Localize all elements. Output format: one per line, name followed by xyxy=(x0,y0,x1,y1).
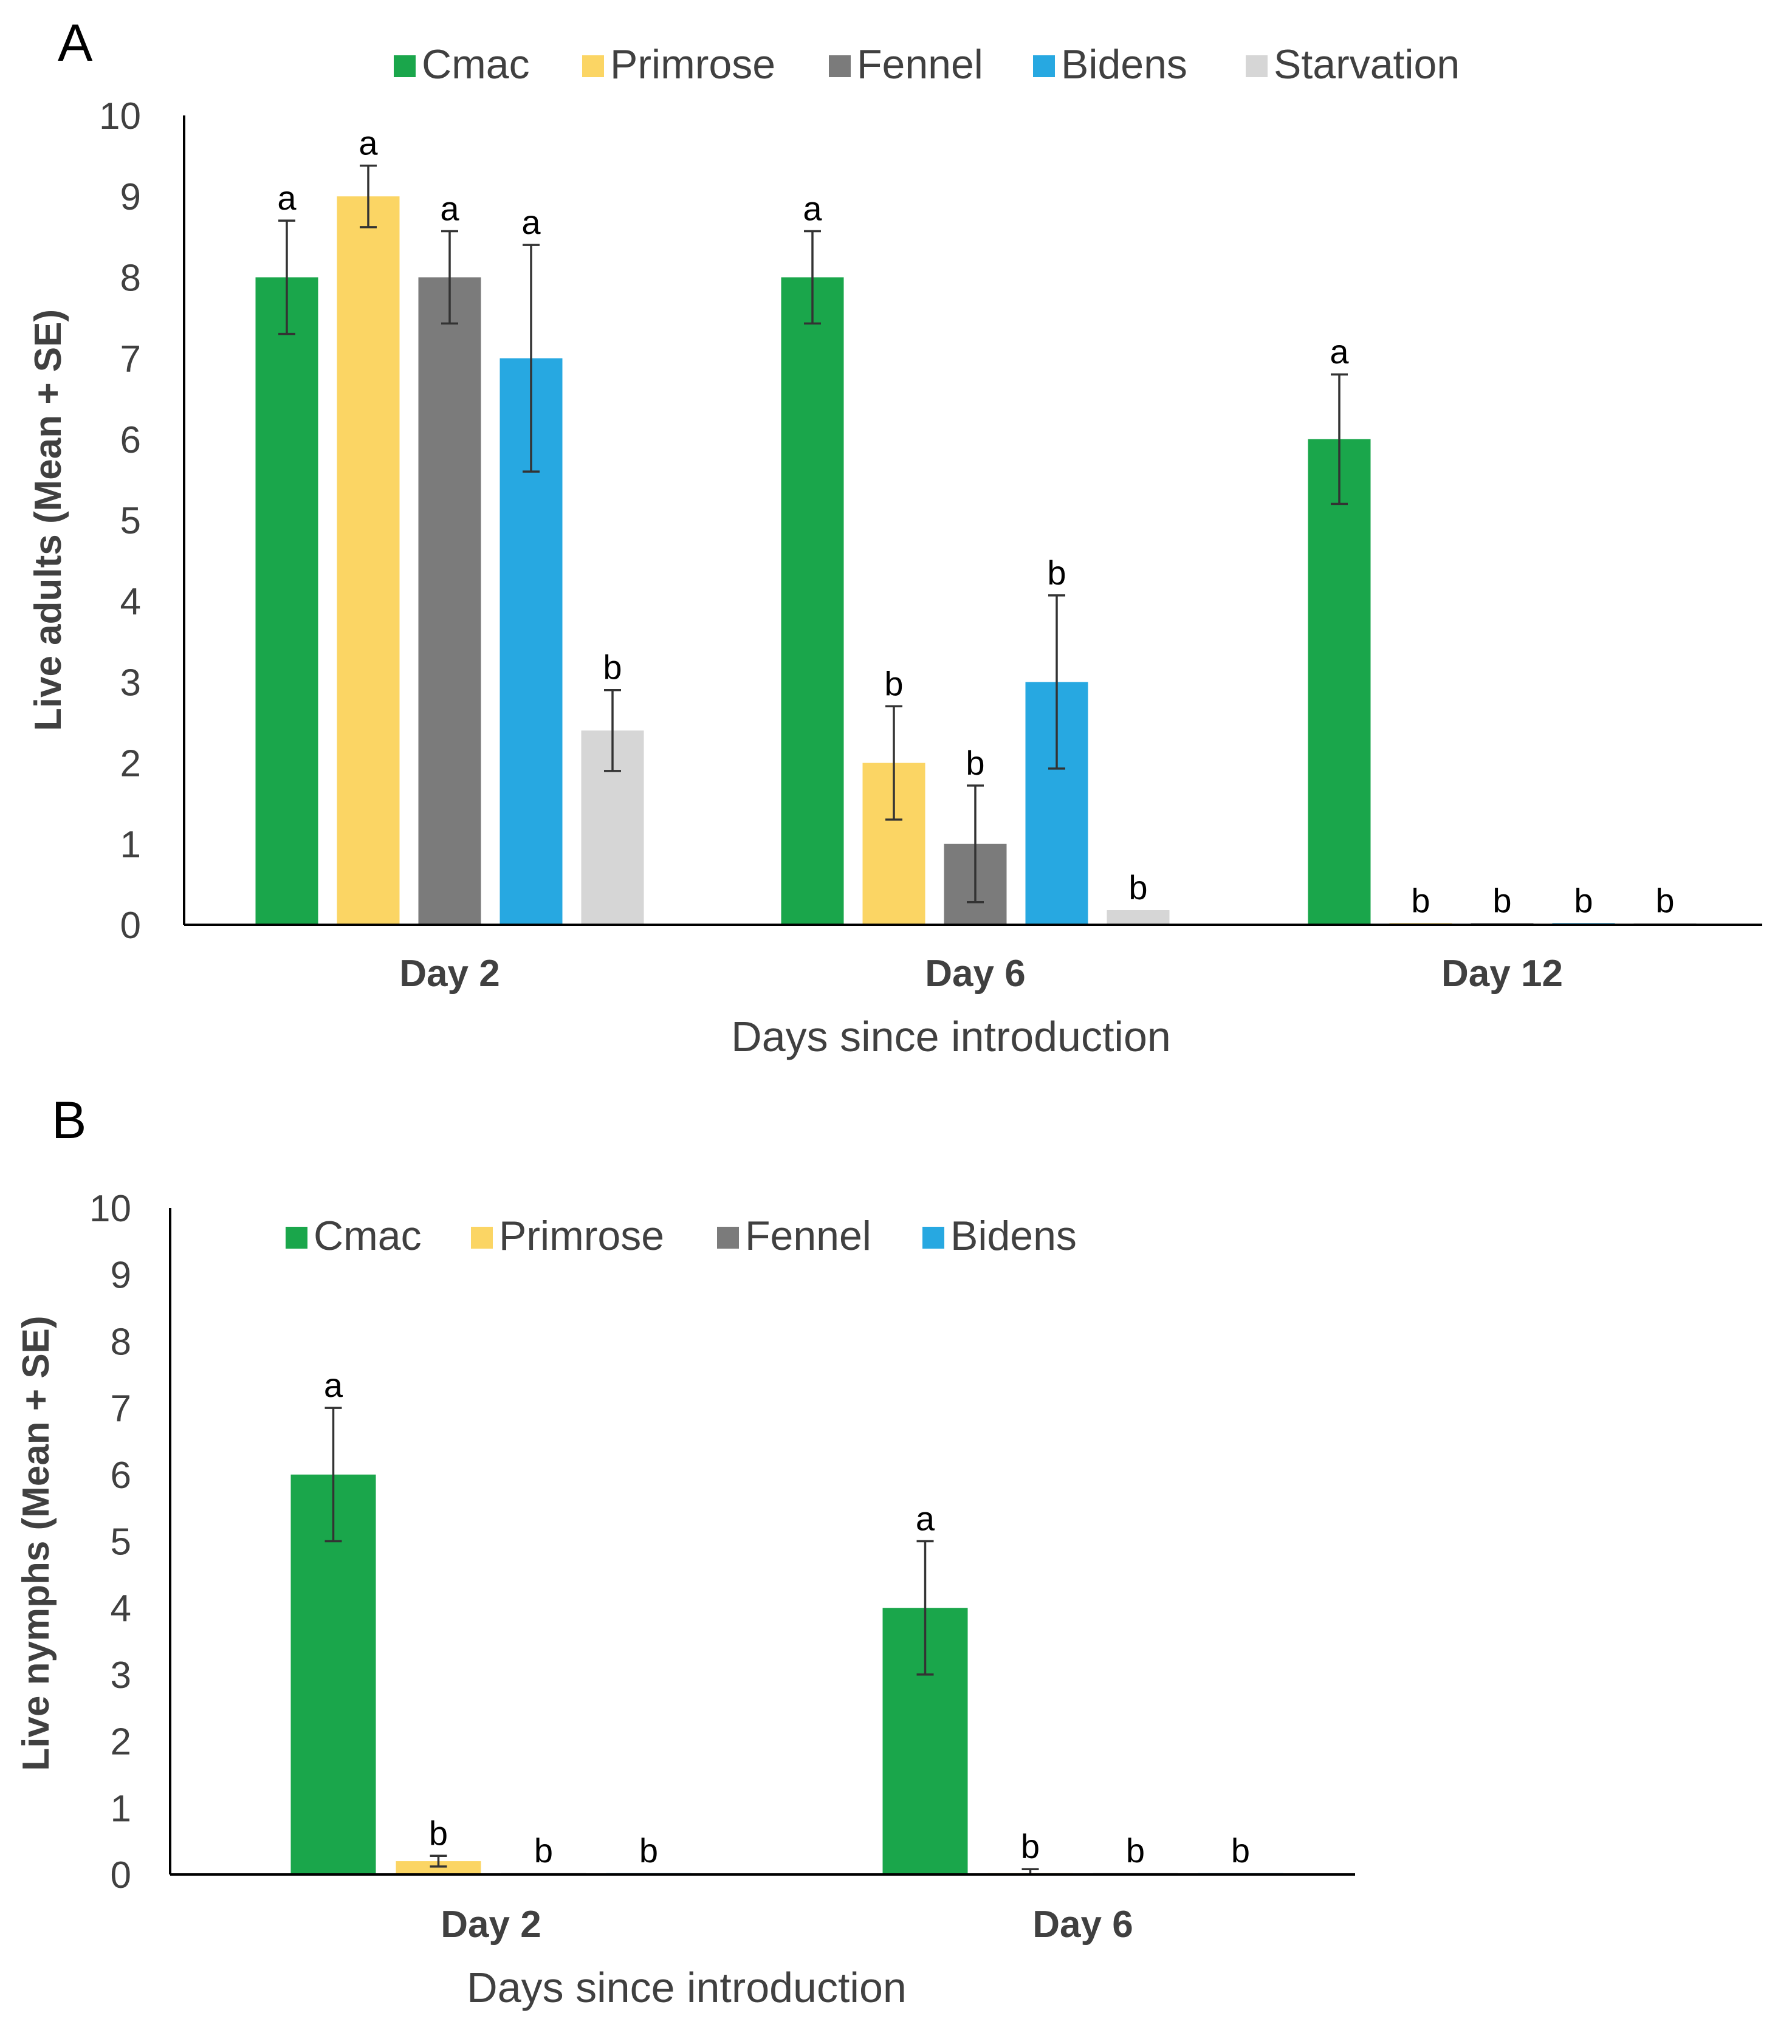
legend-label-starvation: Starvation xyxy=(1274,41,1460,87)
y-tick-label: 8 xyxy=(111,1321,131,1363)
legend-swatch-bidens xyxy=(922,1227,944,1249)
y-tick-label: 3 xyxy=(111,1655,131,1696)
significance-letter: a xyxy=(359,124,378,162)
y-tick-label: 8 xyxy=(120,257,141,299)
bar-cmac xyxy=(255,277,318,925)
significance-letter: b xyxy=(1655,881,1674,919)
legend-swatch-cmac xyxy=(394,55,416,77)
legend-label-cmac: Cmac xyxy=(314,1213,422,1259)
y-tick-label: 7 xyxy=(120,338,141,380)
x-category-label: Day 12 xyxy=(1441,953,1563,995)
y-axis-title: Live adults (Mean + SE) xyxy=(27,309,69,731)
significance-letter: b xyxy=(1126,1831,1145,1870)
significance-letter: b xyxy=(534,1831,553,1870)
bar-primrose xyxy=(337,196,400,925)
x-category-label: Day 6 xyxy=(925,953,1025,995)
y-tick-label: 1 xyxy=(120,824,141,866)
legend-swatch-primrose xyxy=(582,55,604,77)
y-tick-label: 3 xyxy=(120,662,141,704)
y-tick-label: 0 xyxy=(111,1854,131,1896)
significance-letter: a xyxy=(277,179,297,217)
y-tick-label: 10 xyxy=(89,1188,131,1230)
y-tick-label: 7 xyxy=(111,1388,131,1430)
significance-letter: b xyxy=(603,648,622,687)
significance-letter: a xyxy=(324,1366,343,1404)
legend-label-bidens: Bidens xyxy=(950,1213,1077,1259)
bar-fennel xyxy=(418,277,481,925)
legend-swatch-primrose xyxy=(471,1227,493,1249)
significance-letter: b xyxy=(966,744,984,782)
legend: Cmac Primrose Fennel Bidens xyxy=(286,1213,1077,1259)
significance-letter: a xyxy=(440,189,459,227)
x-axis-title: Days since introduction xyxy=(467,1964,907,2011)
significance-letter: b xyxy=(884,664,903,702)
legend-swatch-fennel xyxy=(829,55,851,77)
y-tick-label: 9 xyxy=(111,1255,131,1297)
y-tick-label: 0 xyxy=(120,905,141,947)
y-tick-label: 6 xyxy=(120,419,141,461)
significance-letter: a xyxy=(803,189,822,227)
legend-label-cmac: Cmac xyxy=(422,41,530,87)
bar-primrose xyxy=(396,1861,481,1874)
legend: Cmac Primrose Fennel Bidens Starvation xyxy=(394,41,1460,87)
legend-swatch-starvation xyxy=(1246,55,1268,77)
x-category-label: Day 2 xyxy=(399,953,499,995)
y-tick-label: 2 xyxy=(111,1721,131,1763)
significance-letter: a xyxy=(1330,332,1349,371)
legend-label-fennel: Fennel xyxy=(857,41,983,87)
significance-letter: b xyxy=(1128,868,1147,907)
y-tick-label: 6 xyxy=(111,1455,131,1497)
significance-letter: a xyxy=(521,203,541,241)
legend-label-bidens: Bidens xyxy=(1061,41,1187,87)
significance-letter: b xyxy=(1021,1827,1040,1865)
significance-letter: b xyxy=(639,1831,658,1870)
legend-label-primrose: Primrose xyxy=(610,41,775,87)
significance-letter: b xyxy=(1411,881,1430,919)
y-tick-label: 2 xyxy=(120,743,141,785)
panel-a: A Cmac Primrose Fennel Bidens Starvation 0 1 2 3 4… xyxy=(27,14,1762,1060)
y-axis-title: Live nymphs (Mean + SE) xyxy=(15,1315,57,1771)
x-category-label: Day 2 xyxy=(441,1904,541,1946)
panel-label: B xyxy=(52,1091,86,1150)
y-tick-label: 4 xyxy=(120,581,141,623)
bar-cmac xyxy=(1308,439,1371,925)
significance-letter: b xyxy=(1047,554,1066,592)
legend-swatch-bidens xyxy=(1033,55,1055,77)
significance-letter: b xyxy=(1574,881,1593,919)
significance-letter: b xyxy=(429,1814,448,1852)
y-tick-label: 5 xyxy=(120,500,141,542)
y-tick-label: 9 xyxy=(120,176,141,218)
legend-label-primrose: Primrose xyxy=(499,1213,664,1259)
x-category-label: Day 6 xyxy=(1032,1904,1133,1946)
y-tick-label: 1 xyxy=(111,1788,131,1830)
significance-letter: b xyxy=(1492,881,1511,919)
y-tick-label: 5 xyxy=(111,1521,131,1563)
legend-label-fennel: Fennel xyxy=(745,1213,871,1259)
x-axis-title: Days since introduction xyxy=(731,1013,1171,1060)
bar-starvation xyxy=(1107,910,1170,925)
panel-label: A xyxy=(58,14,93,72)
y-tick-label: 10 xyxy=(99,95,141,137)
legend-swatch-fennel xyxy=(717,1227,739,1249)
significance-letter: b xyxy=(1231,1831,1250,1870)
y-tick-label: 4 xyxy=(111,1588,131,1630)
significance-letter: a xyxy=(916,1500,935,1538)
legend-swatch-cmac xyxy=(286,1227,307,1249)
panel-b: B Cmac Primrose Fennel Bidens 0 1 2 3 4 5 6 7 8 9 10 a b b… xyxy=(15,1091,1355,2011)
bar-cmac xyxy=(781,277,844,925)
